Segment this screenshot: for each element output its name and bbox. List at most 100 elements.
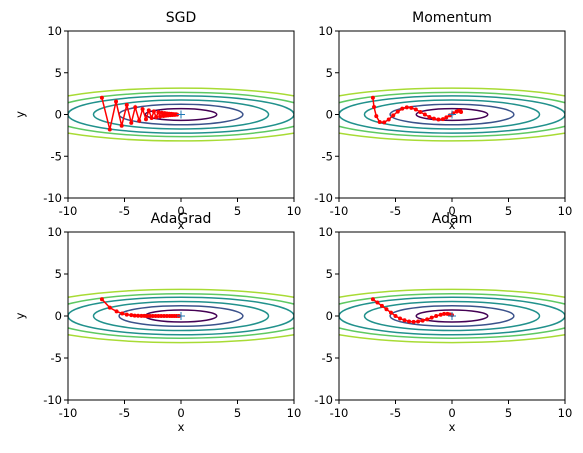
path-point (372, 104, 377, 109)
y-tick-label: 5 (326, 66, 333, 80)
subplot-title: AdaGrad (151, 211, 212, 227)
contour-level (415, 107, 489, 122)
contour-level (339, 91, 565, 138)
minimum-marker (177, 110, 185, 119)
y-tick-label: 0 (55, 108, 62, 122)
path-point (400, 106, 405, 111)
x-tick-label: -5 (119, 406, 130, 420)
contour-level (339, 293, 565, 339)
x-axis-label: x (178, 218, 185, 232)
x-tick-label: 0 (177, 204, 184, 218)
y-tick-label: -10 (314, 393, 333, 407)
path-point (370, 297, 375, 302)
y-tick-label: 0 (326, 309, 333, 323)
y-tick-label: 0 (55, 309, 62, 323)
path-point (143, 117, 148, 122)
contour-level (92, 99, 270, 130)
path-point (124, 102, 129, 107)
path-point (447, 113, 452, 118)
x-tick-label: 0 (448, 204, 455, 218)
path-point (391, 113, 396, 118)
path-point (156, 110, 161, 115)
x-tick-label: -10 (59, 204, 78, 218)
path-point (99, 297, 104, 302)
contour-level (118, 304, 244, 328)
path-point (114, 99, 119, 104)
path-point (442, 311, 447, 316)
contour-lines (68, 87, 294, 142)
x-tick-label: 10 (287, 406, 302, 420)
x-tick-label: 5 (505, 204, 512, 218)
path-point (440, 117, 445, 122)
path-point (139, 313, 144, 318)
y-tick-label: 5 (55, 267, 62, 281)
contour-level (68, 95, 294, 134)
path-point (129, 313, 134, 318)
x-tick-label: -10 (59, 406, 78, 420)
x-tick-label: 10 (558, 204, 573, 218)
path-point (151, 109, 156, 114)
path-point (444, 115, 449, 120)
y-tick-label: -10 (43, 393, 62, 407)
contour-level (68, 296, 294, 336)
y-axis-label: y (13, 312, 27, 319)
path-point (119, 123, 124, 128)
path-point (162, 314, 167, 318)
path-point (370, 95, 375, 100)
y-tick-label: -5 (322, 149, 333, 163)
contour-level (68, 293, 294, 339)
path-point (164, 314, 169, 318)
path-point (407, 319, 412, 324)
x-tick-label: -10 (330, 406, 349, 420)
contour-level (68, 87, 294, 142)
minimum-marker (448, 312, 456, 320)
y-tick-label: 0 (326, 108, 333, 122)
path-point (382, 120, 387, 125)
path-point (107, 305, 112, 310)
path-point (409, 105, 414, 110)
path-point (420, 318, 425, 323)
contour-level (144, 107, 218, 122)
path-point (146, 108, 151, 113)
path-point (124, 312, 129, 317)
x-tick-label: 5 (505, 406, 512, 420)
y-tick-label: -5 (51, 351, 62, 365)
contour-level (339, 95, 565, 134)
optimizer-path (370, 95, 464, 125)
contour-lines (339, 87, 565, 142)
x-tick-label: 0 (448, 406, 455, 420)
path-point (438, 312, 443, 317)
path-point (142, 313, 147, 318)
path-point (99, 95, 104, 100)
path-point (150, 314, 155, 318)
path-point (379, 303, 384, 308)
path-point (107, 127, 112, 132)
path-point (416, 319, 421, 324)
path-point (153, 314, 158, 318)
x-tick-label: 10 (287, 204, 302, 218)
contour-level (389, 304, 515, 328)
path-point (145, 314, 150, 318)
path-point (395, 109, 400, 114)
contour-level (68, 91, 294, 138)
x-axis-label: x (449, 420, 456, 434)
optimizer-path (370, 297, 454, 324)
path-point (156, 314, 161, 318)
y-tick-label: -10 (314, 191, 333, 205)
path-point (418, 109, 423, 114)
contour-level (68, 288, 294, 344)
path-point (427, 115, 432, 120)
path-point (154, 115, 159, 120)
contour-level (363, 99, 541, 130)
path-point (384, 307, 389, 312)
x-tick-label: -5 (119, 204, 130, 218)
path-point (398, 316, 403, 321)
path-point (388, 310, 393, 315)
y-tick-label: -5 (51, 149, 62, 163)
path-point (158, 114, 163, 119)
x-tick-label: 0 (177, 406, 184, 420)
path-point (374, 114, 379, 119)
path-point (402, 318, 407, 323)
y-axis-label: y (13, 111, 27, 118)
